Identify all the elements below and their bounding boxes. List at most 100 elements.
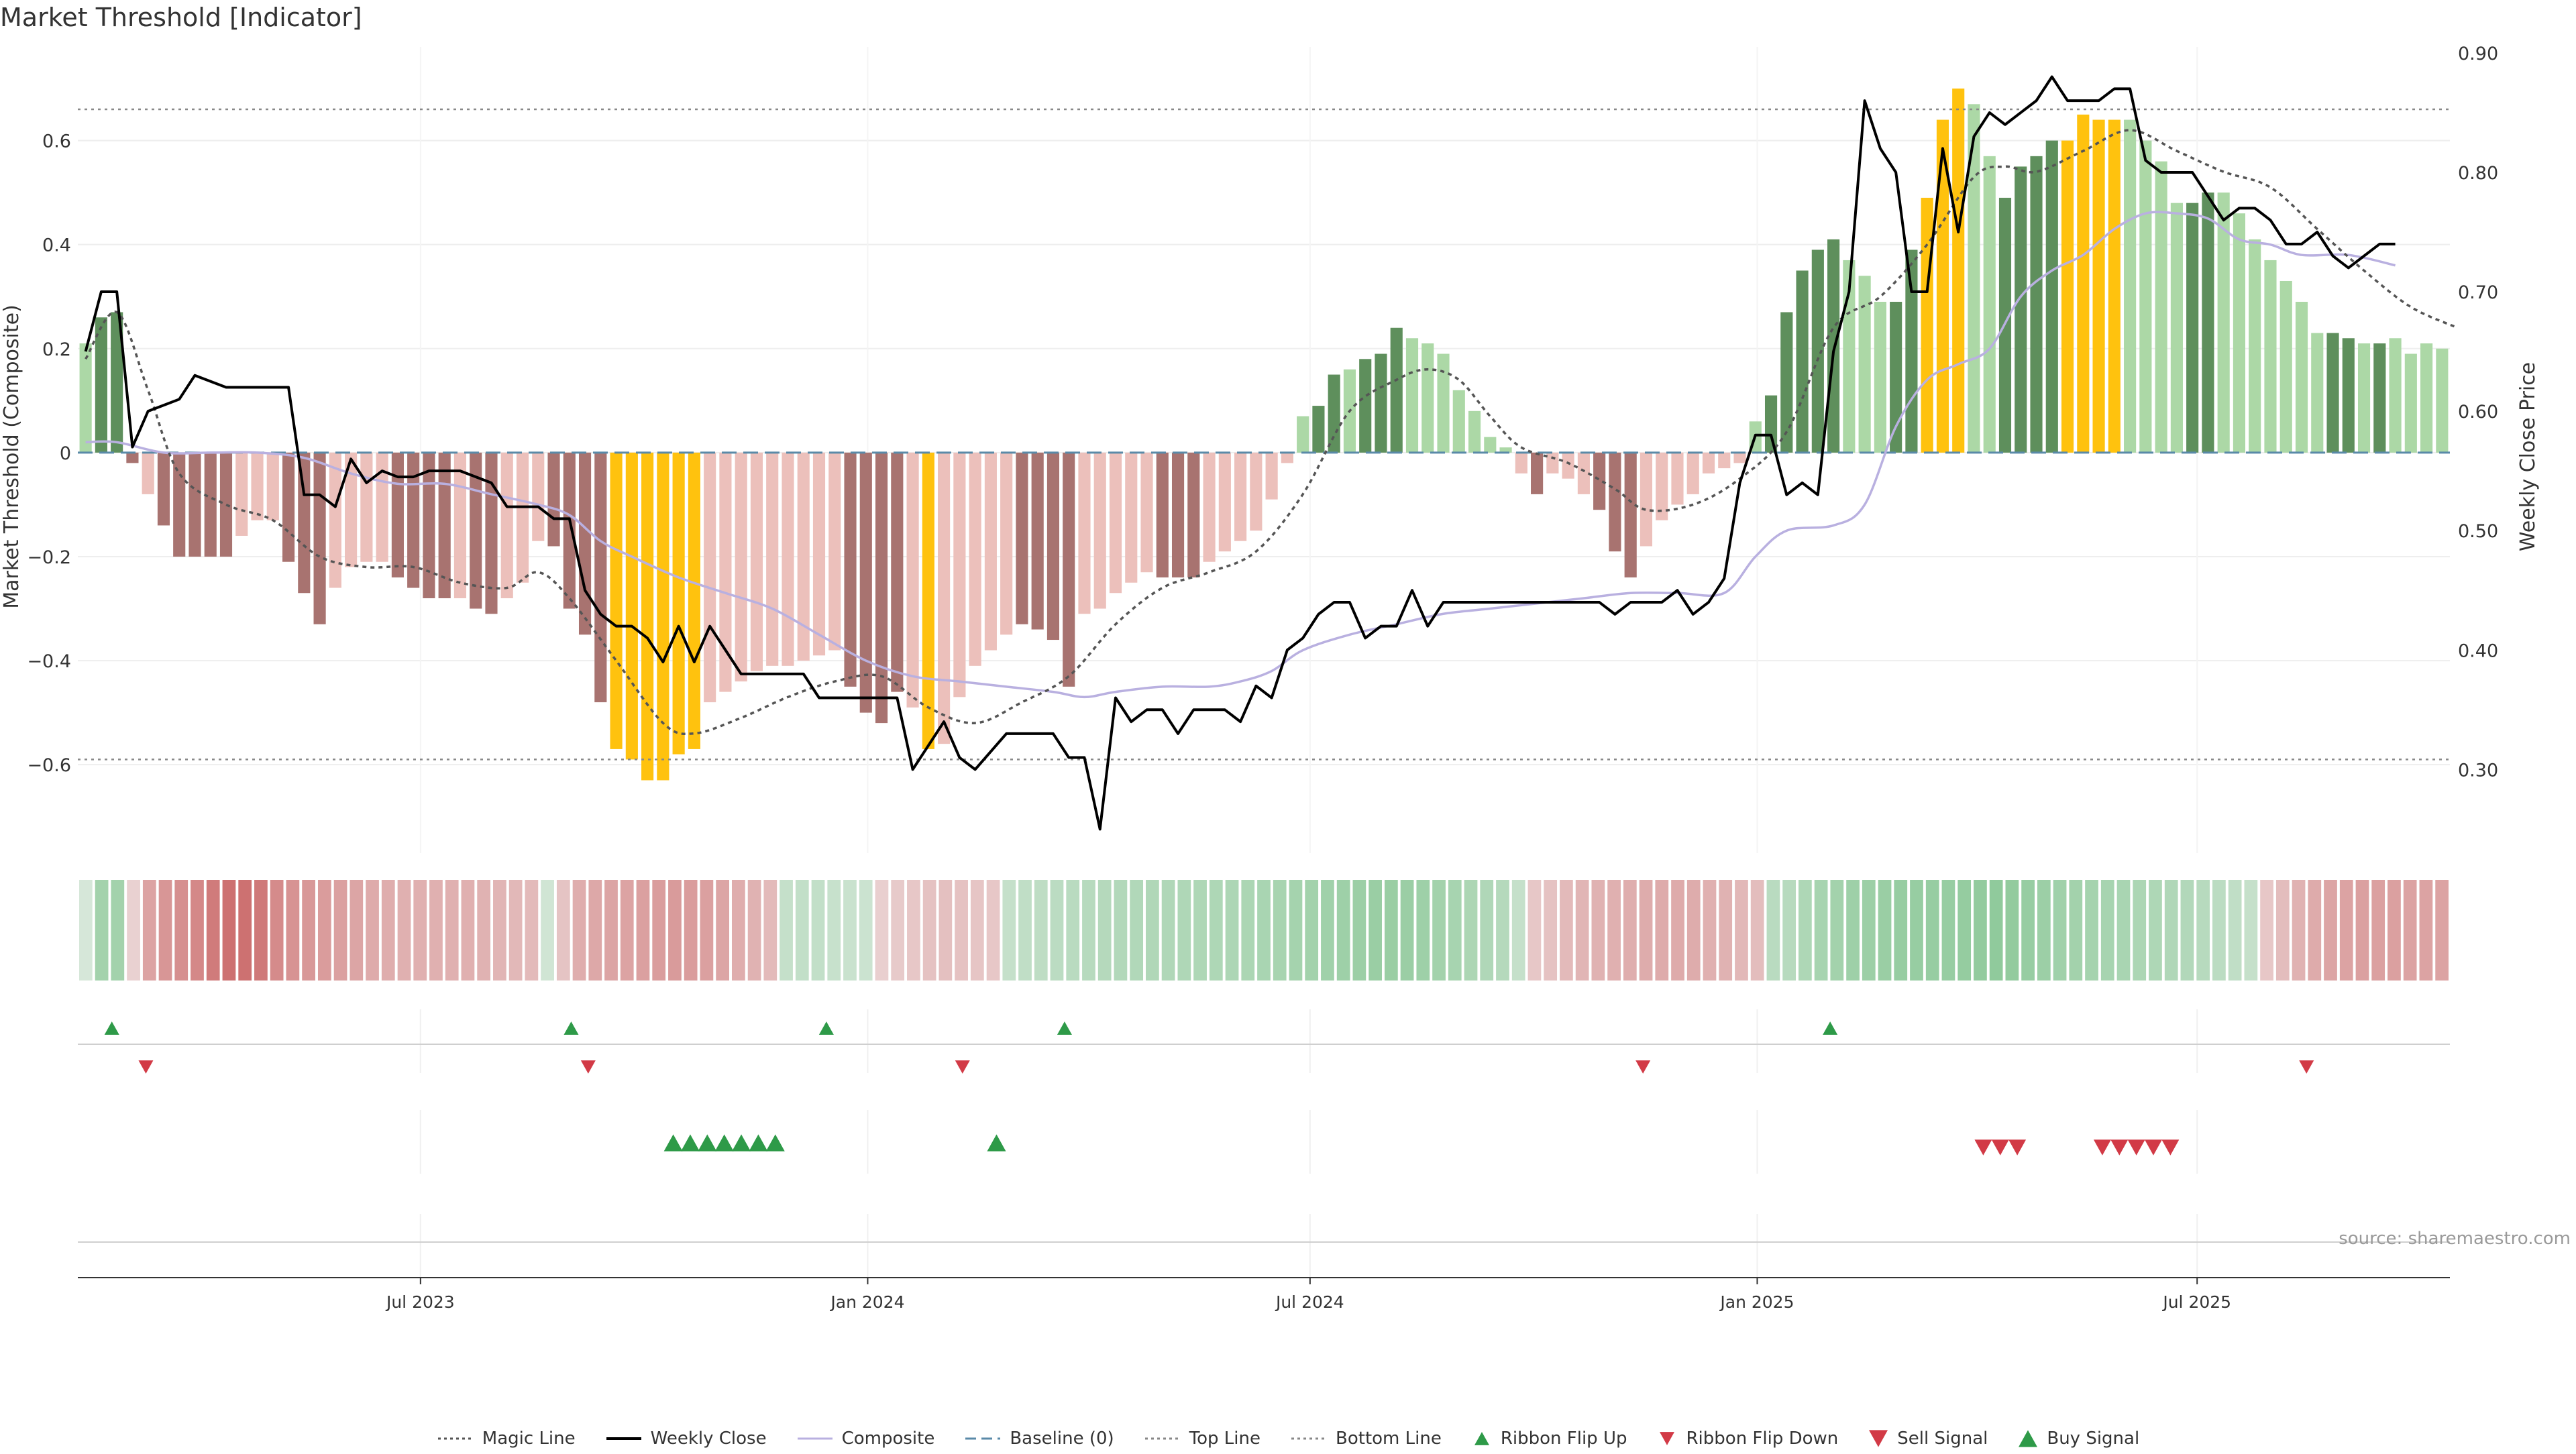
composite-bar <box>1780 312 1793 453</box>
ribbon-flip-up-marker <box>1057 1021 1072 1035</box>
x-tick-label: Jul 2025 <box>2161 1292 2231 1312</box>
ribbon-cell <box>843 880 857 981</box>
composite-bar <box>1203 452 1216 562</box>
composite-bar <box>2186 203 2199 453</box>
composite-bar <box>266 452 279 520</box>
ribbon-cell <box>1894 880 1908 981</box>
buy-signal-marker <box>698 1134 717 1152</box>
composite-bar <box>2357 343 2371 453</box>
composite-bar <box>1983 156 1996 453</box>
composite-bar <box>906 452 919 708</box>
composite-bar <box>298 452 311 594</box>
composite-bar <box>1187 452 1200 577</box>
ribbon-cell <box>1448 880 1462 981</box>
composite-bar <box>126 452 139 463</box>
composite-bar <box>235 452 248 536</box>
composite-bar <box>625 452 638 760</box>
ribbon-cell <box>2133 880 2147 981</box>
ribbon-flip-down-marker <box>580 1060 596 1074</box>
buy-signal-marker <box>765 1134 785 1152</box>
x-tick-label: Jan 2024 <box>829 1292 904 1312</box>
composite-bar <box>1577 452 1590 494</box>
ribbon-cell <box>1846 880 1860 981</box>
composite-bar <box>1609 452 1621 552</box>
composite-bar <box>95 317 107 453</box>
ribbon-cell <box>1241 880 1255 981</box>
chart-title: Market Threshold [Indicator] <box>0 3 362 32</box>
composite-bar <box>376 452 388 562</box>
ribbon-cell <box>907 880 920 981</box>
ribbon-cell <box>922 880 936 981</box>
ribbon-cell <box>2339 880 2353 981</box>
sell-signal-marker <box>1991 1139 2009 1156</box>
ribbon-cell <box>2387 880 2401 981</box>
composite-bar <box>1046 452 1060 640</box>
composite-bar <box>2217 192 2230 453</box>
composite-bar <box>485 452 498 614</box>
legend-item-bottom: Bottom Line <box>1290 1429 1442 1449</box>
ribbon-cell <box>556 880 570 981</box>
ribbon-cell <box>572 880 586 981</box>
ribbon-flip-down-marker <box>2299 1060 2314 1074</box>
composite-bar <box>2420 343 2433 453</box>
ribbon-cell <box>1193 880 1207 981</box>
composite-bar <box>2015 166 2027 453</box>
ribbon-cell <box>1527 880 1542 981</box>
composite-bar <box>1858 276 1871 453</box>
composite-bar <box>828 452 841 651</box>
composite-bar <box>1063 452 1075 687</box>
ribbon-cell <box>317 880 331 981</box>
ribbon-cell <box>1560 880 1573 981</box>
composite-bar <box>1390 327 1403 453</box>
composite-bar <box>1484 437 1497 453</box>
legend-label: Magic Line <box>482 1429 576 1449</box>
composite-bar <box>1452 390 1465 453</box>
composite-bar <box>1078 452 1091 614</box>
composite-bar <box>79 343 92 453</box>
composite-bar <box>282 452 295 562</box>
buy-signal-marker <box>749 1134 768 1152</box>
composite-bar <box>1218 452 1231 552</box>
composite-bar <box>2030 156 2043 453</box>
composite-bar <box>1312 406 1325 453</box>
ribbon-cell <box>1591 880 1605 981</box>
composite-bar <box>2404 353 2417 453</box>
ribbon-cell <box>588 880 602 981</box>
ribbon-cell <box>1799 880 1812 981</box>
dashed-line-icon <box>965 1437 1001 1440</box>
composite-bar <box>1515 452 1527 473</box>
ribbon-cell <box>747 880 761 981</box>
composite-bar <box>1686 452 1699 494</box>
legend-item-top: Top Line <box>1144 1429 1260 1449</box>
composite-bar <box>797 452 810 661</box>
ribbon-flip-down-marker <box>138 1060 154 1074</box>
ribbon-cell <box>1305 880 1319 981</box>
composite-bar <box>1733 452 1746 463</box>
y2-tick-label: 0.80 <box>2458 163 2498 184</box>
composite-bar <box>219 452 233 557</box>
composite-bar <box>563 452 576 609</box>
ribbon-cell <box>763 880 777 981</box>
composite-bar <box>891 452 904 692</box>
ribbon-cell <box>1925 880 1939 981</box>
composite-bar <box>1874 301 1886 453</box>
composite-bar <box>1671 452 1684 505</box>
ribbon-cell <box>1655 880 1669 981</box>
signal-panels: source: sharemaestro.com <box>78 1021 2571 1249</box>
composite-bar <box>938 452 951 744</box>
magic-line <box>85 129 2459 736</box>
composite-bar <box>1297 416 1309 453</box>
ribbon-cell <box>2371 880 2385 981</box>
composite-bar <box>1250 452 1263 531</box>
ribbon-cell <box>429 880 443 981</box>
x-tick-label: Jan 2025 <box>1719 1292 1794 1312</box>
composite-bar <box>1093 452 1106 609</box>
legend: Magic Line Weekly Close Composite Baseline … <box>0 1423 2576 1454</box>
composite-bar <box>969 452 981 666</box>
sell-signal-marker <box>2008 1139 2027 1156</box>
composite-bar <box>735 452 747 682</box>
composite-bar <box>329 452 341 588</box>
y2-tick-label: 0.30 <box>2458 760 2498 781</box>
composite-bar <box>2373 343 2386 453</box>
ribbon-cell <box>700 880 714 981</box>
